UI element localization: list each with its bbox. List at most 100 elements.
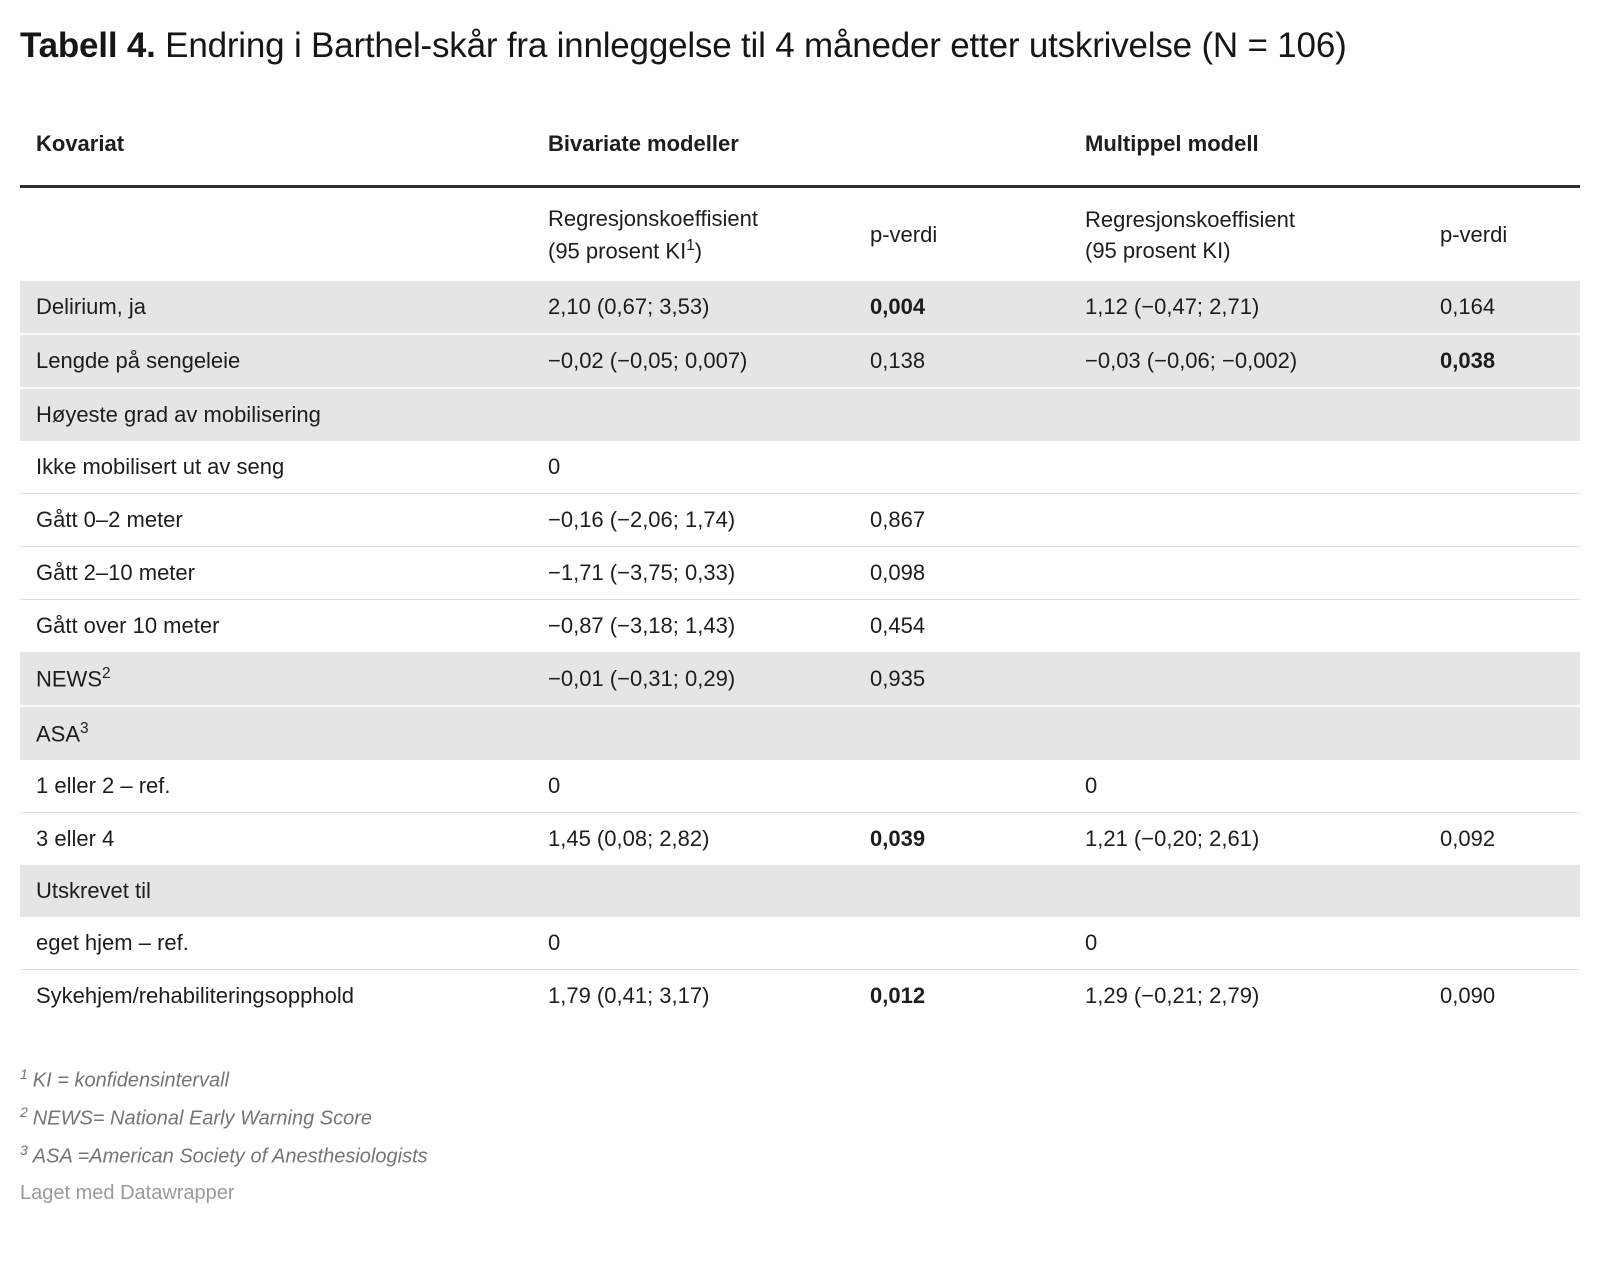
bivariate-pvalue-cell: 0,004 (854, 281, 1069, 335)
multiple-coefficient-cell (1069, 598, 1424, 652)
multiple-coefficient-cell: 1,29 (−0,21; 2,79) (1069, 969, 1424, 1023)
bivariate-coefficient-cell: −0,02 (−0,05; 0,007) (532, 333, 854, 389)
bivariate-coefficient-cell (532, 387, 854, 442)
table-title: Tabell 4. Endring i Barthel-skår fra inn… (20, 24, 1580, 67)
multiple-pvalue-cell (1424, 441, 1580, 493)
table-row: Lengde på sengeleie −0,02 (−0,05; 0,007) 0… (20, 333, 1580, 389)
column-header-multiple-model: Multippel modell (1069, 115, 1580, 189)
multiple-coefficient-cell (1069, 865, 1424, 918)
group-header-row: Kovariat Bivariate modeller Multippel mo… (20, 115, 1580, 189)
bivariate-pvalue-cell (854, 387, 1069, 442)
row-label: 3 eller 4 (20, 812, 532, 866)
bivariate-coefficient-cell (532, 705, 854, 761)
table-row: Utskrevet til (20, 865, 1580, 918)
row-label: eget hjem – ref. (36, 930, 189, 956)
subheader-bivariate-pvalue: p-verdi (870, 222, 938, 248)
footnote: 3 ASA =American Society of Anesthesiologi… (20, 1141, 428, 1168)
table-row: 1 eller 2 – ref. 0 0 (20, 760, 1580, 812)
multiple-pvalue-cell: 0,038 (1424, 333, 1580, 389)
row-label: Høyeste grad av mobilisering (20, 387, 532, 442)
multiple-pvalue-cell (1424, 705, 1580, 761)
row-label: Ikke mobilisert ut av seng (36, 454, 285, 480)
row-label: NEWS2 (20, 651, 532, 707)
table-title-text: Endring i Barthel-skår fra innleggelse t… (155, 26, 1347, 65)
subheader-empty (20, 187, 532, 281)
multiple-coefficient-cell: 0 (1085, 930, 1098, 956)
row-label: Gått 2–10 meter (20, 545, 532, 600)
bivariate-pvalue-cell: 0,454 (854, 598, 1069, 652)
page: Tabell 4. Endring i Barthel-skår fra inn… (20, 24, 1580, 1205)
multiple-coefficient-cell (1069, 387, 1424, 442)
multiple-pvalue-cell (1424, 760, 1580, 812)
bivariate-pvalue-cell (854, 865, 1069, 918)
footnote: 1 KI = konfidensintervall (20, 1066, 230, 1092)
multiple-pvalue-cell: 0,090 (1424, 969, 1580, 1023)
footnote: 2 NEWS= National Early Warning Score (20, 1103, 373, 1130)
bivariate-coefficient-cell: 1,45 (0,08; 2,82) (532, 812, 854, 866)
multiple-coefficient-cell (1069, 441, 1424, 493)
bivariate-pvalue-cell: 0,039 (854, 812, 1069, 866)
multiple-pvalue-cell: 0,164 (1424, 281, 1580, 335)
row-label: Gått over 10 meter (20, 598, 532, 652)
table-row: Sykehjem/rehabiliteringsopphold 1,79 (0,4… (20, 969, 1580, 1023)
multiple-pvalue-cell (1424, 651, 1580, 707)
multiple-pvalue-cell (1424, 387, 1580, 442)
column-header-kovariat: Kovariat (20, 115, 532, 189)
multiple-pvalue-cell: 0,092 (1424, 812, 1580, 866)
subheader-bivariate-coefficient: Regresjonskoeffisient (95 prosent KI1) (548, 206, 758, 263)
row-label: Utskrevet til (20, 865, 532, 918)
table-row: ASA3 (20, 705, 1580, 761)
table-row: Ikke mobilisert ut av seng 0 (20, 441, 1580, 493)
row-label: Gått 0–2 meter (20, 493, 532, 547)
footnotes: 1 KI = konfidensintervall 2 NEWS= National … (20, 1066, 1580, 1168)
multiple-pvalue-cell (1424, 598, 1580, 652)
multiple-coefficient-cell: −0,03 (−0,06; −0,002) (1069, 333, 1424, 389)
table-row: Delirium, ja 2,10 (0,67; 3,53) 0,004 1,12 (… (20, 281, 1580, 335)
sub-header-row: Regresjonskoeffisient (95 prosent KI1) p-… (20, 187, 1580, 281)
regression-table: Kovariat Bivariate modeller Multippel mo… (20, 115, 1580, 1023)
column-header-bivariate-models: Bivariate modeller (532, 115, 1069, 189)
subheader-multiple-coefficient: Regresjonskoeffisient (95 prosent KI) (1085, 206, 1295, 263)
row-label: ASA3 (20, 705, 532, 761)
bivariate-coefficient-cell: 2,10 (0,67; 3,53) (532, 281, 854, 335)
multiple-pvalue-cell (1424, 865, 1580, 918)
bivariate-coefficient-cell: 1,79 (0,41; 3,17) (532, 969, 854, 1023)
datawrapper-credit-link[interactable]: Laget med Datawrapper (20, 1182, 235, 1205)
bivariate-coefficient-cell: 0 (548, 773, 561, 799)
multiple-coefficient-cell: 1,12 (−0,47; 2,71) (1069, 281, 1424, 335)
table-row: Gått 0–2 meter −0,16 (−2,06; 1,74) 0,867 (20, 493, 1580, 547)
table-row: Høyeste grad av mobilisering (20, 387, 1580, 442)
table-row: NEWS2 −0,01 (−0,31; 0,29) 0,935 (20, 651, 1580, 707)
bivariate-coefficient-cell: −0,87 (−3,18; 1,43) (532, 598, 854, 652)
bivariate-coefficient-cell: 0 (548, 454, 561, 480)
table-row: 3 eller 4 1,45 (0,08; 2,82) 0,039 1,21 (−0,… (20, 812, 1580, 866)
table-title-label: Tabell 4. (20, 26, 156, 65)
table-header: Kovariat Bivariate modeller Multippel mo… (20, 115, 1580, 281)
bivariate-coefficient-cell: −0,16 (−2,06; 1,74) (532, 493, 854, 547)
table-row: Gått 2–10 meter −1,71 (−3,75; 0,33) 0,098 (20, 545, 1580, 600)
bivariate-coefficient-cell: −0,01 (−0,31; 0,29) (532, 651, 854, 707)
multiple-coefficient-cell (1069, 651, 1424, 707)
bivariate-pvalue-cell: 0,935 (854, 651, 1069, 707)
subheader-multiple-pvalue: p-verdi (1440, 222, 1508, 248)
bivariate-pvalue-cell (854, 705, 1069, 761)
row-label: 1 eller 2 – ref. (36, 773, 171, 799)
bivariate-coefficient-cell: 0 (548, 930, 561, 956)
bivariate-pvalue-cell (854, 760, 1069, 812)
row-label: Lengde på sengeleie (20, 333, 532, 389)
multiple-pvalue-cell (1424, 493, 1580, 547)
multiple-coefficient-cell (1069, 493, 1424, 547)
row-label: Delirium, ja (20, 281, 532, 335)
bivariate-pvalue-cell (854, 441, 1069, 493)
bivariate-pvalue-cell: 0,867 (854, 493, 1069, 547)
bivariate-pvalue-cell: 0,012 (854, 969, 1069, 1023)
table-row: Gått over 10 meter −0,87 (−3,18; 1,43) 0,4… (20, 598, 1580, 652)
table-body: Delirium, ja 2,10 (0,67; 3,53) 0,004 1,12 (… (20, 281, 1580, 1023)
multiple-coefficient-cell (1069, 705, 1424, 761)
multiple-coefficient-cell (1069, 545, 1424, 600)
row-label: Sykehjem/rehabiliteringsopphold (20, 969, 532, 1023)
multiple-pvalue-cell (1424, 545, 1580, 600)
bivariate-pvalue-cell: 0,138 (854, 333, 1069, 389)
bivariate-pvalue-cell: 0,098 (854, 545, 1069, 600)
multiple-pvalue-cell (1424, 917, 1580, 969)
